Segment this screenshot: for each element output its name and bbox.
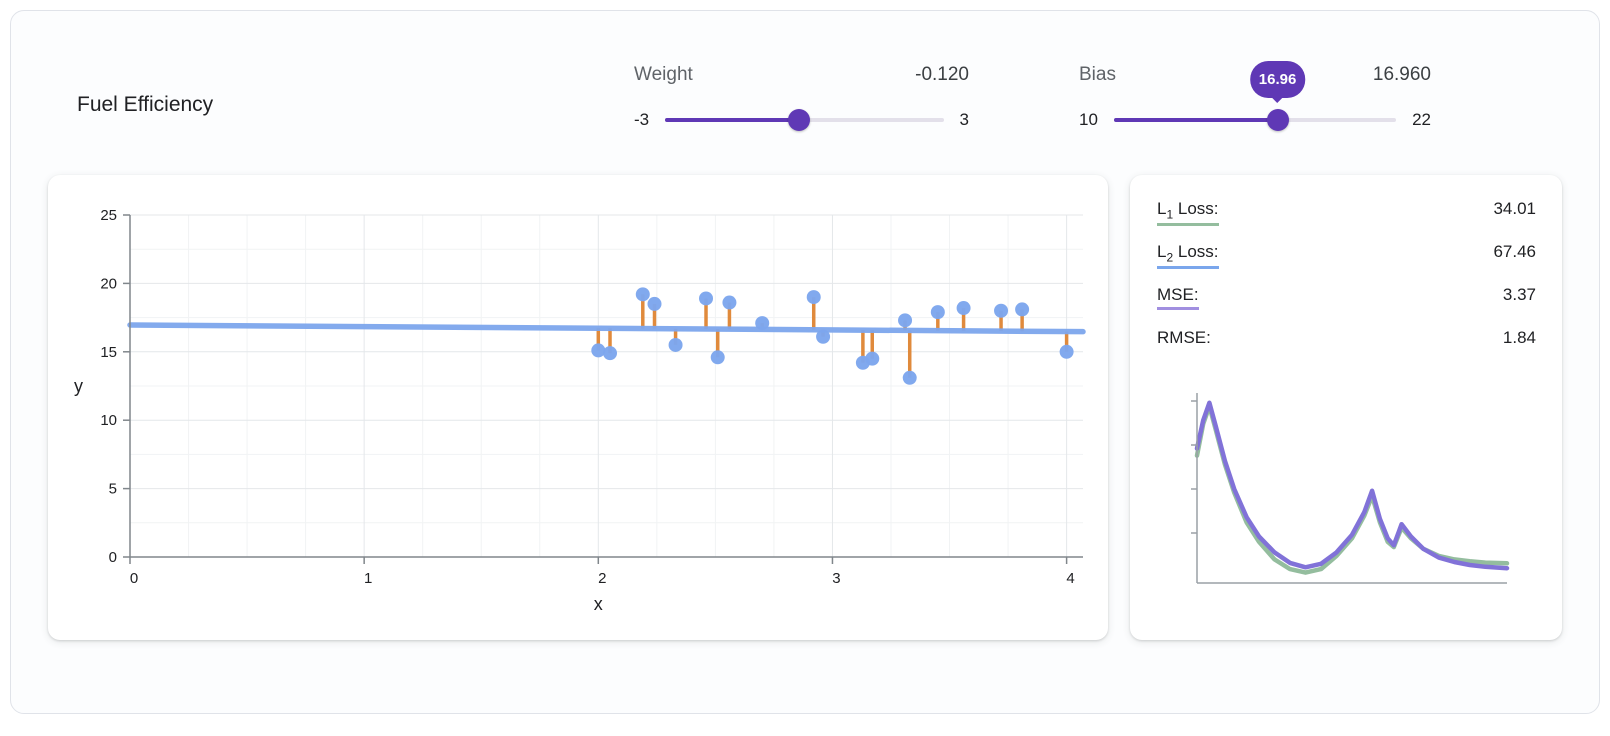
loss-curve-wrap <box>1183 385 1536 605</box>
metric-value: 34.01 <box>1493 199 1536 218</box>
metric-label: RMSE: <box>1157 328 1211 347</box>
bias-slider-row: 10 16.96 22 <box>1079 61 1431 131</box>
svg-text:15: 15 <box>100 344 117 361</box>
svg-text:0: 0 <box>130 570 138 587</box>
scatter-plot: 0 5 10 15 20 25 0 1 2 3 4 y x <box>74 207 1086 614</box>
weight-control: Weight -0.120 -3 3 <box>634 63 969 131</box>
svg-text:2: 2 <box>598 570 606 587</box>
weight-slider-row: -3 3 <box>634 109 969 131</box>
bias-slider-thumb[interactable] <box>1266 109 1289 131</box>
svg-text:10: 10 <box>100 412 117 429</box>
metric-row: L2 Loss: 67.46 <box>1157 242 1536 285</box>
scatter-plot-card: 0 5 10 15 20 25 0 1 2 3 4 y x <box>48 175 1108 640</box>
weight-label: Weight <box>634 64 693 85</box>
svg-text:3: 3 <box>832 570 840 587</box>
main-area: 0 5 10 15 20 25 0 1 2 3 4 y x L1 Loss: 34.01 L2 Loss: 6… <box>11 175 1599 640</box>
metric-row: MSE: 3.37 <box>1157 285 1536 328</box>
metric-value: 3.37 <box>1502 285 1536 304</box>
weight-max-label: 3 <box>959 110 969 129</box>
svg-text:1: 1 <box>364 570 372 587</box>
svg-text:20: 20 <box>100 275 117 292</box>
loss-panel-card: L1 Loss: 34.01 L2 Loss: 67.46 MSE: 3.37 RMSE: 1… <box>1130 175 1562 640</box>
bias-slider-fill <box>1113 118 1278 122</box>
svg-text:5: 5 <box>109 481 117 498</box>
metric-label: MSE: <box>1157 285 1199 310</box>
svg-text:x: x <box>594 594 603 614</box>
metric-row: RMSE: 1.84 <box>1157 328 1536 371</box>
weight-slider[interactable] <box>665 109 944 131</box>
header: Fuel Efficiency Weight -0.120 -3 3 Bias … <box>11 11 1599 131</box>
loss-metrics-list: L1 Loss: 34.01 L2 Loss: 67.46 MSE: 3.37 RMSE: 1… <box>1157 199 1536 371</box>
svg-text:y: y <box>74 376 83 396</box>
bias-header: Bias 16.960 <box>1079 63 1431 87</box>
page-title: Fuel Efficiency <box>77 93 214 116</box>
svg-text:0: 0 <box>109 549 117 566</box>
weight-slider-fill <box>665 118 799 122</box>
svg-text:25: 25 <box>100 207 117 224</box>
bias-label: Bias <box>1079 64 1116 85</box>
bias-max-label: 22 <box>1412 110 1431 129</box>
bias-slider[interactable]: 16.96 <box>1113 61 1397 131</box>
weight-slider-thumb[interactable] <box>787 109 810 131</box>
weight-value: -0.120 <box>915 64 969 85</box>
metric-label: L2 Loss: <box>1157 242 1219 270</box>
loss-curve-chart <box>1191 393 1510 584</box>
bias-min-label: 10 <box>1079 110 1098 129</box>
metric-value: 1.84 <box>1502 328 1536 347</box>
bias-control: Bias 16.960 10 16.96 22 <box>1079 61 1431 131</box>
weight-header: Weight -0.120 <box>634 63 969 87</box>
svg-text:4: 4 <box>1066 570 1074 587</box>
widget-panel: Fuel Efficiency Weight -0.120 -3 3 Bias … <box>10 10 1600 714</box>
metric-label: L1 Loss: <box>1157 199 1219 227</box>
bias-value-tooltip: 16.96 <box>1249 61 1306 98</box>
metric-row: L1 Loss: 34.01 <box>1157 199 1536 242</box>
bias-value: 16.960 <box>1372 64 1431 85</box>
weight-min-label: -3 <box>634 110 650 129</box>
metric-value: 67.46 <box>1493 242 1536 261</box>
